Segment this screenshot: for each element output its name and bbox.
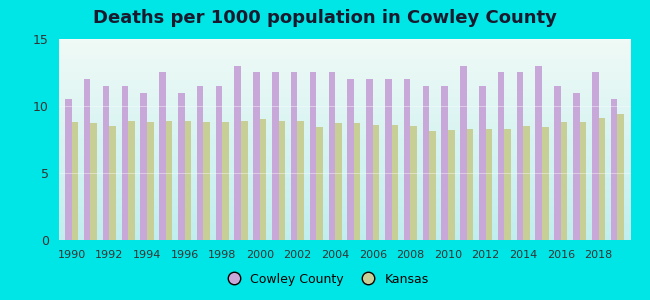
Bar <box>422 86 429 240</box>
Bar <box>159 73 166 240</box>
Bar <box>109 126 116 240</box>
Bar <box>216 86 222 240</box>
Bar <box>335 123 342 240</box>
Bar <box>391 125 398 240</box>
Bar <box>385 79 391 240</box>
Bar <box>90 123 97 240</box>
Bar <box>347 79 354 240</box>
Bar <box>241 121 248 240</box>
Bar <box>573 93 580 240</box>
Bar <box>317 128 323 240</box>
Bar <box>122 86 128 240</box>
Bar <box>291 73 298 240</box>
Bar <box>222 122 229 240</box>
Bar <box>486 129 492 240</box>
Bar <box>203 122 210 240</box>
Bar <box>460 66 467 240</box>
Bar <box>429 131 436 240</box>
Bar <box>517 73 523 240</box>
Bar <box>72 122 78 240</box>
Bar <box>618 114 624 240</box>
Legend: Cowley County, Kansas: Cowley County, Kansas <box>216 268 434 291</box>
Bar <box>523 126 530 240</box>
Bar <box>536 66 542 240</box>
Bar <box>65 99 72 240</box>
Bar <box>441 86 448 240</box>
Bar <box>467 129 473 240</box>
Bar <box>298 121 304 240</box>
Bar <box>328 73 335 240</box>
Bar <box>404 79 410 240</box>
Bar <box>580 122 586 240</box>
Bar <box>272 73 279 240</box>
Bar <box>309 73 317 240</box>
Bar <box>166 121 172 240</box>
Bar <box>542 128 549 240</box>
Bar <box>599 118 605 240</box>
Bar <box>504 129 511 240</box>
Bar <box>197 86 203 240</box>
Bar <box>498 73 504 240</box>
Bar <box>448 130 454 240</box>
Bar <box>103 86 109 240</box>
Bar <box>279 121 285 240</box>
Bar <box>147 122 153 240</box>
Text: Deaths per 1000 population in Cowley County: Deaths per 1000 population in Cowley Cou… <box>93 9 557 27</box>
Bar <box>140 93 147 240</box>
Bar <box>554 86 561 240</box>
Bar <box>260 119 266 240</box>
Bar <box>592 73 599 240</box>
Bar <box>185 121 191 240</box>
Bar <box>366 79 372 240</box>
Bar <box>611 99 618 240</box>
Bar <box>354 123 361 240</box>
Bar <box>410 126 417 240</box>
Bar <box>128 121 135 240</box>
Bar <box>178 93 185 240</box>
Bar <box>84 79 90 240</box>
Bar <box>254 73 260 240</box>
Bar <box>561 122 567 240</box>
Bar <box>479 86 486 240</box>
Bar <box>235 66 241 240</box>
Bar <box>372 125 380 240</box>
